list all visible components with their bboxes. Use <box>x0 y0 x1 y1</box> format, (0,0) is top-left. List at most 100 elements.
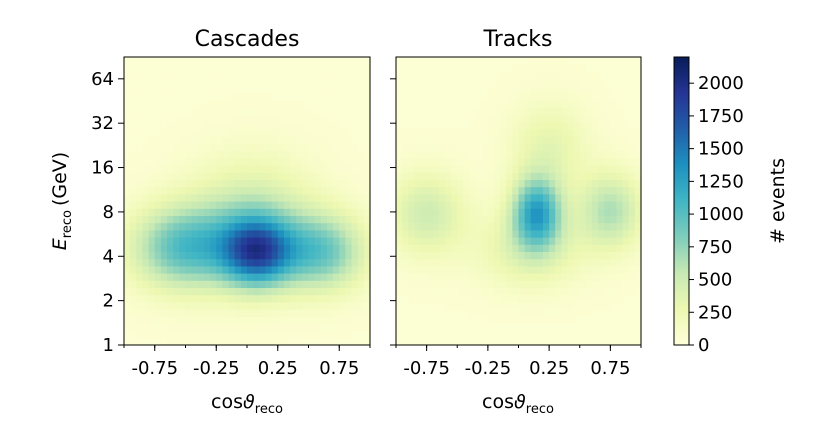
heatmap-cell <box>494 265 501 274</box>
heatmap-cell <box>622 301 630 310</box>
heatmap-cell <box>240 337 248 346</box>
heatmap-cell <box>345 150 353 159</box>
heatmap-cell <box>396 57 403 65</box>
heatmap-cell <box>185 179 193 188</box>
heatmap-cell <box>247 186 254 195</box>
heatmap-cell <box>585 193 593 202</box>
heatmap-cell <box>634 114 642 123</box>
heatmap-cell <box>290 179 297 188</box>
heatmap-cell <box>622 165 630 173</box>
heatmap-cell <box>512 244 520 252</box>
heatmap-cell <box>634 172 642 180</box>
heatmap-cell <box>494 107 501 116</box>
heatmap-cell <box>622 150 630 159</box>
heatmap-cell <box>475 93 483 101</box>
heatmap-cell <box>290 294 297 303</box>
heatmap-cell <box>555 129 562 137</box>
heatmap-cell <box>573 330 581 339</box>
heatmap-cell <box>154 71 162 80</box>
heatmap-cell <box>543 294 550 303</box>
heatmap-cell <box>222 64 230 72</box>
heatmap-cell <box>185 287 193 296</box>
heatmap-cell <box>506 150 513 159</box>
heatmap-cell <box>463 222 471 231</box>
heatmap-cell <box>573 294 581 303</box>
heatmap-cell <box>290 193 297 202</box>
heatmap-cell <box>487 136 495 144</box>
heatmap-cell <box>408 186 415 195</box>
heatmap-cell <box>402 323 409 332</box>
heatmap-cell <box>543 85 550 94</box>
heatmap-cell <box>124 107 131 116</box>
heatmap-cell <box>148 136 156 144</box>
heatmap-cell <box>130 330 137 339</box>
heatmap-cell <box>173 222 180 231</box>
heatmap-cell <box>173 93 180 101</box>
heatmap-cell <box>628 215 636 224</box>
heatmap-cell <box>179 157 187 166</box>
heatmap-cell <box>320 309 328 317</box>
heatmap-cell <box>148 143 156 152</box>
heatmap-cell <box>142 309 150 317</box>
heatmap-cell <box>463 85 471 94</box>
heatmap-cell <box>124 121 131 130</box>
heatmap-cell <box>185 121 193 130</box>
heatmap-cell <box>216 215 223 224</box>
heatmap-cell <box>210 179 217 188</box>
heatmap-cell <box>203 78 211 87</box>
heatmap-cell <box>216 71 223 80</box>
heatmap-cell <box>339 330 346 339</box>
heatmap-cell <box>543 93 550 101</box>
heatmap-cell <box>259 280 267 288</box>
heatmap-cell <box>616 121 624 130</box>
heatmap-cell <box>530 107 538 116</box>
heatmap-cell <box>524 337 532 346</box>
heatmap-cell <box>592 287 599 296</box>
heatmap-cell <box>438 237 446 245</box>
heatmap-cell <box>494 143 501 152</box>
heatmap-cell <box>396 201 403 209</box>
heatmap-cell <box>469 323 477 332</box>
heatmap-cell <box>585 157 593 166</box>
heatmap-cell <box>277 222 285 231</box>
heatmap-cell <box>561 244 569 252</box>
heatmap-cell <box>512 294 520 303</box>
heatmap-cell <box>616 251 624 260</box>
heatmap-cell <box>543 114 550 123</box>
heatmap-cell <box>271 157 279 166</box>
heatmap-cell <box>130 64 137 72</box>
heatmap-cell <box>469 251 477 260</box>
heatmap-cell <box>518 121 526 130</box>
heatmap-cell <box>290 85 297 94</box>
heatmap-cell <box>481 157 489 166</box>
heatmap-cell <box>414 258 422 267</box>
heatmap-cell <box>296 294 303 303</box>
heatmap-cell <box>363 193 371 202</box>
heatmap-cell <box>277 78 285 87</box>
heatmap-cell <box>216 157 223 166</box>
heatmap-cell <box>426 157 434 166</box>
heatmap-cell <box>622 323 630 332</box>
heatmap-cell <box>154 301 162 310</box>
heatmap-cell <box>191 57 199 65</box>
heatmap-cell <box>573 287 581 296</box>
y-tick-label: 32 <box>91 113 114 134</box>
heatmap-cell <box>451 201 458 209</box>
heatmap-cell <box>426 71 434 80</box>
heatmap-cell <box>536 294 544 303</box>
heatmap-cell <box>420 179 428 188</box>
heatmap-cell <box>549 157 556 166</box>
heatmap-cell <box>622 157 630 166</box>
heatmap-cell <box>438 294 446 303</box>
heatmap-cell <box>259 107 267 116</box>
heatmap-cell <box>610 215 618 224</box>
heatmap-cell <box>463 301 471 310</box>
heatmap-cell <box>363 258 371 267</box>
heatmap-cell <box>314 172 322 180</box>
heatmap-cell <box>506 114 513 123</box>
heatmap-cell <box>203 280 211 288</box>
heatmap-cell <box>203 107 211 116</box>
heatmap-cell <box>173 309 180 317</box>
heatmap-cell <box>585 258 593 267</box>
heatmap-cell <box>592 309 599 317</box>
